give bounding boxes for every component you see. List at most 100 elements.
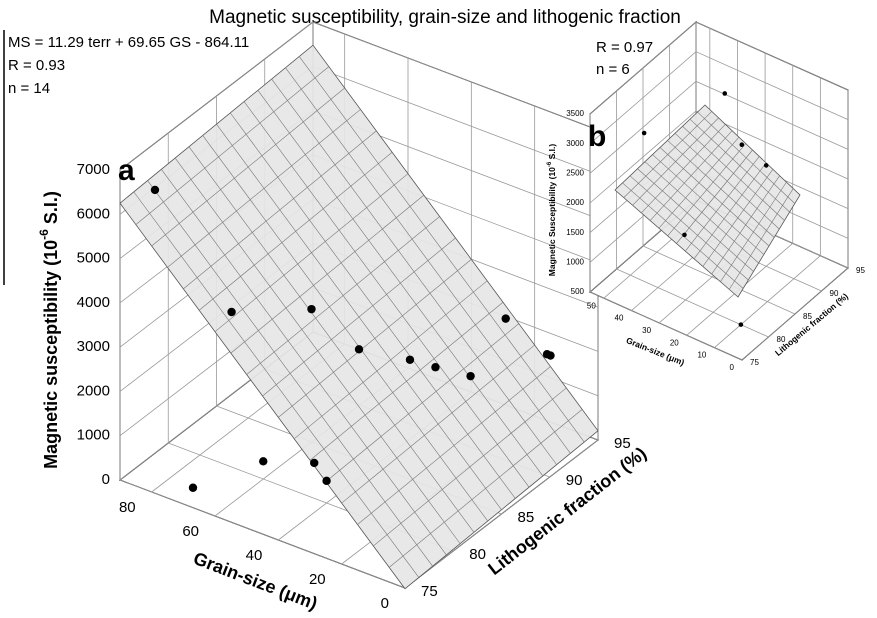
data-point xyxy=(546,351,555,360)
plane-mesh xyxy=(667,140,775,238)
z-tick-label: 2000 xyxy=(77,382,110,399)
z-tick-label: 4000 xyxy=(77,294,110,311)
data-point xyxy=(322,476,331,486)
data-point xyxy=(227,307,236,317)
data-point xyxy=(682,232,687,238)
data-point xyxy=(738,322,744,327)
z-axis-title-part: Magnetic Susceptibility (10 xyxy=(547,167,557,276)
x-tick-label: 30 xyxy=(642,326,651,335)
plane-mesh xyxy=(285,67,571,454)
z-axis-title-part: Magnetic susceptibility (10 xyxy=(41,240,61,469)
y-tick-label: 80 xyxy=(469,546,486,563)
z-tick-label: 1000 xyxy=(77,427,110,444)
data-point xyxy=(431,363,440,372)
y-tick-label: 95 xyxy=(856,266,865,275)
equation: MS = 11.29 terr + 69.65 GS - 864.11 xyxy=(8,34,249,51)
grid-line xyxy=(616,91,769,338)
z-tick-label: 3000 xyxy=(77,338,110,355)
plane-mesh xyxy=(689,118,790,213)
plane-mesh xyxy=(682,126,785,221)
x-tick-label: 40 xyxy=(615,314,624,323)
data-point xyxy=(150,185,160,195)
z-tick-label: 5000 xyxy=(77,250,110,267)
n-value: n = 6 xyxy=(596,61,630,78)
panel-label: a xyxy=(118,154,135,187)
z-axis-title-part: S.I.) xyxy=(547,144,557,162)
z-tick-label: 3500 xyxy=(566,109,584,118)
data-point xyxy=(739,142,745,147)
data-point xyxy=(307,304,316,314)
plane-mesh xyxy=(659,147,770,247)
plane-mesh xyxy=(202,135,488,522)
data-point xyxy=(310,458,319,468)
data-point xyxy=(466,371,475,381)
grid-line xyxy=(589,114,743,361)
plane-mesh xyxy=(298,56,585,443)
data-point xyxy=(763,163,769,168)
plane-mesh xyxy=(637,168,754,272)
plane-mesh xyxy=(674,133,780,230)
y-tick-label: 85 xyxy=(803,312,812,321)
plane-mesh xyxy=(216,123,502,510)
data-point xyxy=(641,130,647,136)
grid-line xyxy=(119,170,406,589)
z-axis-title-part: S.I.) xyxy=(41,191,61,229)
panel-label: b xyxy=(588,120,606,153)
x-tick-label: 40 xyxy=(246,547,263,564)
y-tick-label: 95 xyxy=(614,435,631,452)
y-tick-label: 90 xyxy=(830,289,839,298)
x-tick-label: 0 xyxy=(381,595,389,612)
data-point xyxy=(188,483,198,492)
z-tick-label: 7000 xyxy=(77,161,110,178)
plane-mesh xyxy=(188,146,475,533)
plane-mesh xyxy=(243,101,530,488)
z-tick-label: 2000 xyxy=(566,198,584,207)
r-value: R = 0.93 xyxy=(8,57,65,74)
z-tick-label: 1500 xyxy=(566,228,584,237)
y-tick-label: 75 xyxy=(421,583,438,600)
x-tick-label: 60 xyxy=(182,523,199,540)
x-tick-label: 0 xyxy=(730,363,735,372)
z-tick-label: 3000 xyxy=(566,139,584,148)
z-tick-label: 0 xyxy=(102,471,110,488)
z-tick-label: 2500 xyxy=(566,168,584,177)
plane-mesh xyxy=(629,175,749,281)
plane-mesh xyxy=(147,180,433,567)
data-point xyxy=(259,457,268,466)
data-point xyxy=(722,91,728,96)
z-axis-title-sup: -6 xyxy=(547,161,553,167)
plane-mesh xyxy=(161,169,447,556)
y-tick-label: 90 xyxy=(566,472,583,489)
plane-mesh xyxy=(257,90,544,477)
y-tick-label: 85 xyxy=(518,509,535,526)
grid-line xyxy=(642,68,796,315)
plane-mesh xyxy=(644,161,759,264)
z-axis-title: Magnetic Susceptibility (10-6 S.I.) xyxy=(547,144,558,277)
x-tick-label: 80 xyxy=(119,499,136,516)
z-axis-title-sup: -6 xyxy=(37,229,51,240)
plane-mesh xyxy=(652,154,765,255)
z-tick-label: 6000 xyxy=(77,205,110,222)
x-tick-label: 50 xyxy=(587,301,596,310)
plane-mesh xyxy=(271,78,557,465)
data-point xyxy=(405,355,415,364)
z-tick-label: 1000 xyxy=(566,257,584,266)
y-tick-label: 80 xyxy=(777,335,786,344)
n-value: n = 14 xyxy=(8,80,50,97)
plane-mesh xyxy=(133,191,420,578)
plane-mesh xyxy=(230,112,516,499)
y-tick-label: 75 xyxy=(750,358,759,367)
x-tick-label: 10 xyxy=(697,351,706,360)
data-point xyxy=(501,314,510,323)
x-tick-label: 20 xyxy=(670,338,679,347)
data-point xyxy=(354,345,364,354)
r-value: R = 0.97 xyxy=(596,39,653,56)
plots: 0100020003000400050006000700002040608075… xyxy=(77,20,865,612)
z-axis-title: Magnetic susceptibility (10-6 S.I.) xyxy=(37,191,61,469)
plane-mesh xyxy=(697,111,796,204)
figure-title: Magnetic susceptibility, grain-size and … xyxy=(209,7,681,28)
z-tick-label: 500 xyxy=(571,287,585,296)
plane-mesh xyxy=(174,157,461,544)
